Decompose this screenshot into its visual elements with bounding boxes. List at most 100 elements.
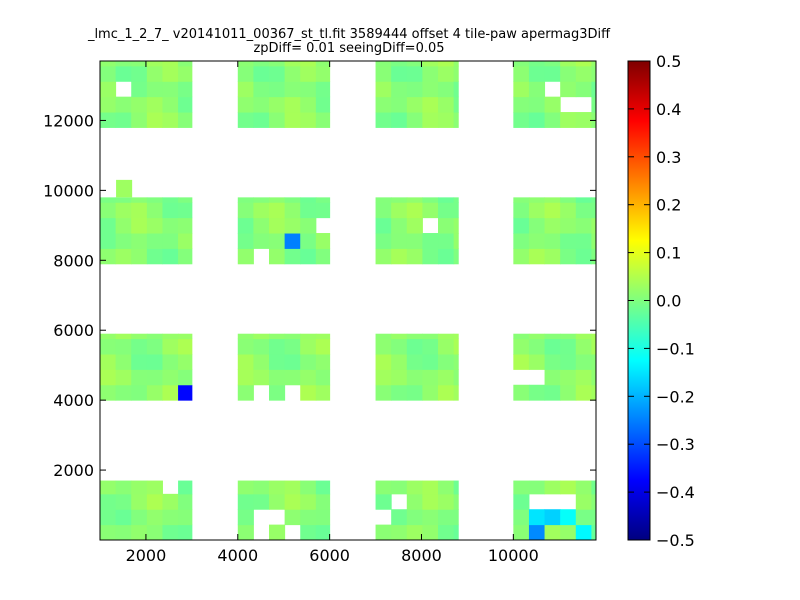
heatmap-cell	[391, 202, 408, 219]
heatmap-cell	[406, 61, 423, 67]
heatmap-cell	[575, 333, 592, 340]
heatmap-cell	[406, 112, 423, 128]
heatmap-cell	[591, 61, 597, 67]
heatmap-cell	[406, 353, 423, 370]
chart-title: _lmc_1_2_7_ v20141011_00367_st_tl.fit 35…	[87, 27, 611, 42]
heatmap-cell	[315, 338, 331, 355]
heatmap-cell	[453, 338, 459, 355]
heatmap-cell	[438, 96, 455, 113]
colorbar-tick-label: −0.2	[656, 387, 695, 406]
heatmap-cell	[284, 202, 301, 219]
heatmap-cell	[269, 217, 286, 234]
heatmap-cell	[300, 524, 317, 541]
heatmap-cell	[513, 96, 530, 113]
heatmap-cell	[513, 217, 530, 234]
heatmap-cell	[406, 493, 423, 510]
heatmap-cell	[237, 353, 254, 370]
heatmap-cell	[453, 369, 459, 386]
heatmap-cell	[284, 333, 301, 340]
heatmap-cell	[100, 217, 117, 234]
heatmap-cell	[422, 333, 439, 340]
heatmap-cell	[391, 384, 408, 401]
heatmap-cell	[453, 233, 459, 249]
heatmap-cell	[115, 96, 132, 113]
heatmap-cell	[438, 338, 455, 355]
heatmap-cell	[406, 96, 423, 113]
heatmap-cell	[544, 217, 561, 234]
heatmap-cell	[269, 248, 286, 265]
heatmap-cell	[438, 353, 455, 370]
heatmap-cell	[178, 333, 193, 340]
heatmap-cell	[178, 338, 193, 355]
heatmap-cell	[100, 338, 117, 355]
heatmap-cell	[575, 524, 592, 541]
heatmap-cell	[253, 233, 270, 249]
heatmap-cell	[100, 369, 117, 386]
heatmap-cell	[406, 233, 423, 249]
heatmap-cell	[422, 493, 439, 510]
heatmap-cell	[146, 81, 163, 98]
heatmap-cell	[237, 233, 254, 249]
heatmap-cell	[162, 61, 179, 67]
heatmap-cell	[146, 338, 163, 355]
heatmap-cell	[131, 112, 148, 128]
heatmap-cell	[115, 65, 132, 82]
heatmap-cell	[375, 369, 392, 386]
heatmap-cell	[591, 233, 597, 249]
heatmap-cell	[315, 369, 331, 386]
heatmap-cell	[438, 248, 455, 265]
heatmap-cell	[162, 248, 179, 265]
heatmap-cell	[560, 480, 577, 495]
heatmap-cell	[453, 384, 459, 401]
heatmap-cell	[100, 233, 117, 249]
heatmap-cell	[162, 353, 179, 370]
heatmap-cell	[591, 248, 597, 265]
heatmap-cell	[406, 81, 423, 98]
heatmap-cell	[422, 112, 439, 128]
heatmap-cell	[284, 509, 301, 526]
heatmap-cell	[453, 509, 459, 526]
heatmap-cell	[575, 112, 592, 128]
heatmap-cell	[300, 338, 317, 355]
heatmap-cell	[438, 233, 455, 249]
heatmap-cell	[375, 384, 392, 401]
heatmap-cell	[422, 61, 439, 67]
heatmap-cell	[438, 61, 455, 67]
heatmap-cell	[591, 65, 597, 82]
heatmap-cell	[269, 333, 286, 340]
heatmap-cell	[162, 369, 179, 386]
heatmap-cell	[375, 338, 392, 355]
heatmap-cell	[178, 353, 193, 370]
heatmap-cell	[544, 112, 561, 128]
heatmap-cell	[300, 217, 317, 234]
heatmap-cell	[162, 202, 179, 219]
heatmap-cell	[591, 353, 597, 370]
heatmap-cell	[438, 202, 455, 219]
heatmap-cell	[237, 524, 254, 541]
heatmap-cell	[528, 81, 546, 98]
heatmap-cell	[453, 217, 459, 234]
heatmap-cell	[131, 233, 148, 249]
heatmap-cell	[237, 61, 254, 67]
heatmap-cell	[591, 509, 597, 526]
heatmap-cell	[115, 197, 132, 203]
heatmap-cell	[300, 233, 317, 249]
heatmap-cell	[391, 333, 408, 340]
heatmap-cell	[591, 333, 597, 340]
heatmap-cell	[513, 524, 530, 541]
heatmap-cell	[438, 81, 455, 98]
heatmap-cell	[131, 338, 148, 355]
heatmap-cell	[560, 197, 577, 203]
heatmap-cell	[253, 480, 270, 495]
heatmap-cell	[237, 509, 254, 526]
heatmap-cell	[115, 353, 132, 370]
heatmap-cell	[284, 112, 301, 128]
heatmap-cell	[178, 248, 193, 265]
heatmap-cell	[178, 61, 193, 67]
heatmap-cell	[575, 509, 592, 526]
heatmap-cell	[178, 480, 193, 495]
y-tick-label: 8000	[53, 251, 94, 270]
heatmap-cell	[375, 333, 392, 340]
heatmap-cell	[544, 96, 561, 113]
heatmap-cell	[146, 369, 163, 386]
